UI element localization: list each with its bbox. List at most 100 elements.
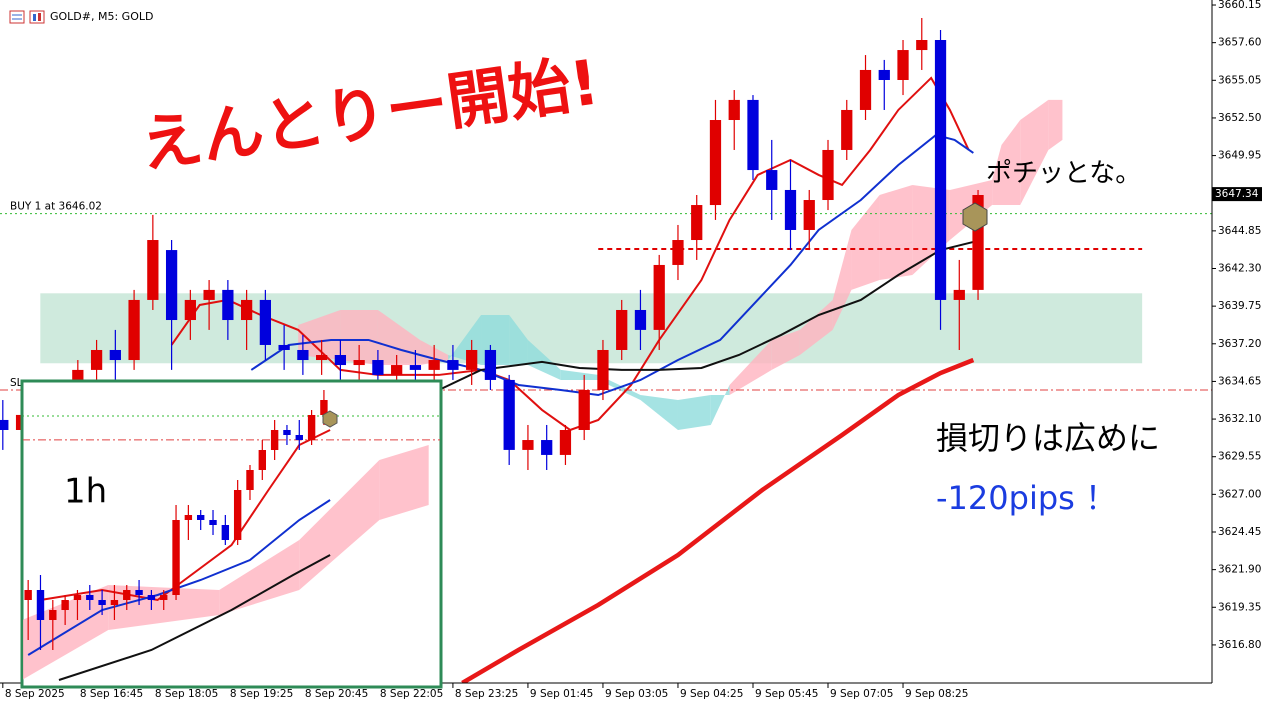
x-tick-label: 8 Sep 18:05 — [155, 688, 218, 700]
candle-body — [597, 349, 609, 390]
y-tick-label: 3632.10 — [1218, 413, 1261, 425]
order-label: SL — [10, 377, 23, 389]
candle-body — [559, 429, 572, 455]
cloud-segment — [832, 229, 852, 330]
candle-body — [222, 289, 234, 321]
candle-body — [172, 520, 180, 595]
y-tick-label: 3657.60 — [1218, 37, 1261, 49]
candle-body — [841, 109, 853, 150]
moving-average — [438, 240, 974, 391]
candle-body — [61, 600, 69, 610]
candle-body — [316, 355, 328, 361]
candle-body — [184, 515, 193, 520]
candle-body — [616, 309, 628, 350]
x-tick-label: 9 Sep 08:25 — [905, 688, 968, 700]
candle-body — [466, 349, 478, 370]
cloud-segment — [640, 395, 678, 430]
candle-body — [147, 595, 156, 600]
cloud-segment — [299, 460, 380, 590]
x-tick-label: 9 Sep 05:45 — [755, 688, 818, 700]
y-tick-label: 3652.50 — [1218, 112, 1261, 124]
candle-body — [409, 365, 422, 370]
candle-body — [803, 200, 815, 230]
inset-plot — [23, 390, 440, 681]
candle-body — [578, 389, 590, 430]
y-tick-label: 3619.35 — [1218, 601, 1261, 613]
icon — [9, 10, 25, 24]
cloud-segment — [729, 339, 772, 396]
candle-body — [233, 490, 242, 540]
candle-body — [24, 590, 32, 600]
icon — [29, 10, 45, 24]
moving-average — [461, 357, 975, 683]
candle-body — [297, 349, 309, 361]
candle-body — [278, 344, 290, 350]
note: -120pips ！ — [936, 479, 1117, 517]
candle-body — [428, 360, 440, 370]
axes: 3660.15 3657.60 3655.05 3652.50 3649.95 3644.… — [2, 0, 1262, 700]
order-icon — [962, 202, 988, 232]
price-tag-label: 3647.34 — [1215, 188, 1259, 200]
main-plot — [0, 18, 1212, 683]
candle-body — [110, 600, 119, 605]
x-tick-label: 8 Sep 19:25 — [230, 688, 293, 700]
x-tick-label: 8 Sep 16:45 — [80, 688, 143, 700]
candle-body — [484, 349, 497, 380]
candle-body — [165, 250, 178, 321]
y-tick-label: 3649.95 — [1218, 150, 1261, 162]
x-tick-label: 9 Sep 03:05 — [605, 688, 668, 700]
candle-body — [672, 240, 684, 265]
x-tick-label: 8 Sep 22:05 — [380, 688, 443, 700]
candle-body — [897, 50, 909, 81]
candle-body — [822, 149, 834, 201]
cloud-segment — [219, 540, 300, 615]
cloud-segment — [298, 309, 341, 361]
y-tick-label: 3621.90 — [1218, 564, 1261, 576]
candle-body — [196, 515, 205, 520]
symbol-icons — [9, 10, 45, 24]
cloud-segment — [560, 369, 599, 380]
y-tick-label: 3627.00 — [1218, 488, 1261, 500]
candle-body — [209, 520, 217, 525]
x-tick-label: 8 Sep 23:25 — [455, 688, 518, 700]
candle-body — [36, 590, 45, 620]
candle-body — [391, 365, 403, 375]
candle-body — [283, 430, 291, 435]
y-tick-label: 3642.30 — [1218, 263, 1261, 275]
x-tick-label: 9 Sep 07:05 — [830, 688, 893, 700]
candle-body — [128, 299, 140, 361]
candle-body — [784, 189, 797, 230]
cloud-segment — [1001, 120, 1021, 206]
moving-average — [58, 554, 331, 681]
candle-body — [123, 590, 131, 600]
inset-label: 1h — [64, 472, 107, 512]
cloud-segment — [879, 184, 913, 281]
candle-body — [160, 595, 168, 600]
cloud-segment — [1020, 99, 1049, 206]
moving-average — [170, 76, 970, 432]
y-tick-label: 3629.55 — [1218, 451, 1261, 463]
candle-body — [728, 99, 740, 121]
y-tick-label: 3637.20 — [1218, 338, 1261, 350]
candle-body — [353, 360, 365, 366]
candle-body — [73, 595, 82, 600]
note: ポチッとな。 — [986, 159, 1141, 189]
cloud-segment — [509, 315, 528, 366]
y-tick-label: 3660.15 — [1218, 0, 1261, 11]
cloud-segment — [527, 339, 561, 380]
candle-body — [147, 240, 159, 300]
price-tag — [1212, 187, 1262, 202]
candle-body — [878, 69, 890, 81]
candle-body — [259, 299, 272, 345]
candle-body — [691, 205, 703, 241]
candle-body — [541, 440, 553, 455]
y-tick-label: 3639.75 — [1218, 300, 1261, 312]
candle-body — [203, 289, 215, 300]
candle-body — [953, 289, 965, 300]
cloud-segment — [379, 445, 429, 520]
y-tick-label: 3624.45 — [1218, 526, 1261, 538]
candle-body — [916, 40, 928, 51]
icon — [38, 13, 41, 21]
x-tick-label: 9 Sep 01:45 — [530, 688, 593, 700]
candle-body — [503, 379, 515, 450]
